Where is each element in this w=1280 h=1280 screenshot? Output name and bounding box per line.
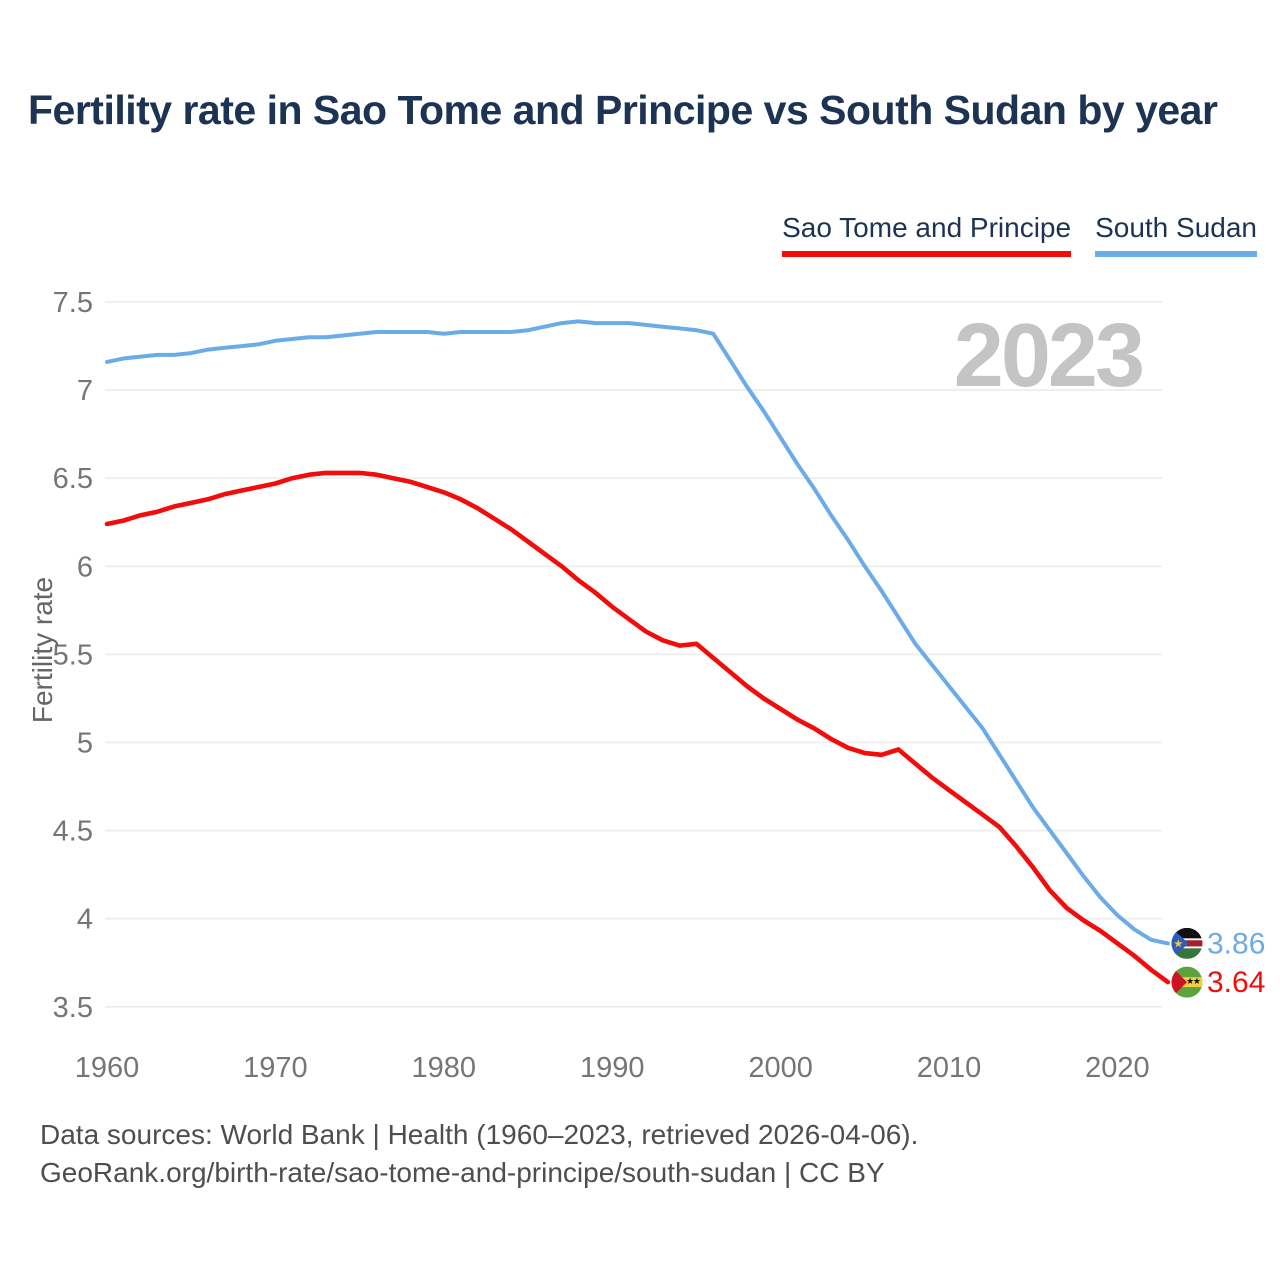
flag-star: ★	[1193, 977, 1201, 987]
flag-star: ★	[1186, 977, 1194, 987]
stripe-white	[1171, 938, 1203, 941]
legend-item-south-sudan[interactable]: South Sudan	[1095, 212, 1257, 257]
legend-item-sao-tome-and-principe[interactable]: Sao Tome and Principe	[782, 212, 1072, 257]
end-value-label-south-sudan: 3.86	[1207, 927, 1265, 960]
y-axis-tick-label: 5.5	[53, 639, 93, 671]
x-axis-tick-label: 2020	[1085, 1052, 1150, 1084]
watermark-year: 2023	[954, 306, 1142, 406]
x-axis-tick-label: 1960	[75, 1052, 140, 1084]
south-sudan-flag-icon: ★	[1171, 927, 1203, 959]
page-title: Fertility rate in Sao Tome and Principe …	[28, 87, 1218, 133]
stripe-white	[1171, 946, 1203, 949]
flag-triangle	[1171, 927, 1189, 959]
x-axis-tick-label: 1980	[412, 1052, 477, 1084]
footer-data-sources: Data sources: World Bank | Health (1960–…	[40, 1119, 919, 1150]
footer-attribution: GeoRank.org/birth-rate/sao-tome-and-prin…	[40, 1157, 885, 1188]
sao-tome-and-principe-flag-icon: ★★	[1171, 966, 1203, 998]
y-axis-tick-label: 6.5	[53, 463, 93, 495]
series-line-sao-tome-and-principe	[104, 470, 1171, 985]
flag-stripes: ★★	[1171, 966, 1203, 998]
x-axis-tick-label: 2000	[748, 1052, 813, 1084]
series-line-south-sudan	[105, 319, 1170, 946]
flag-star: ★	[1173, 936, 1183, 950]
y-axis-tick-label: 4	[77, 904, 93, 936]
end-value-label-sao-tome-and-principe: 3.64	[1207, 966, 1265, 999]
y-axis-tick-label: 6	[77, 551, 93, 583]
stripe-black	[1171, 927, 1203, 939]
x-axis-tick-label: 1990	[580, 1052, 645, 1084]
flag-triangle	[1171, 966, 1187, 998]
y-axis-tick-label: 7.5	[53, 287, 93, 319]
y-axis-tick-label: 7	[77, 375, 93, 407]
x-axis-tick-label: 2010	[917, 1052, 982, 1084]
flag-stripes: ★	[1171, 927, 1203, 959]
y-axis-tick-label: 5	[77, 728, 93, 760]
legend: Sao Tome and Principe South Sudan	[782, 212, 1257, 257]
y-axis-title: Fertility rate	[27, 577, 58, 723]
stripe-yellow	[1171, 977, 1203, 988]
y-axis-tick-label: 3.5	[53, 992, 93, 1024]
x-axis-tick-label: 1970	[243, 1052, 308, 1084]
stripe-green	[1171, 948, 1203, 959]
y-axis-tick-label: 4.5	[53, 816, 93, 848]
chart-footer: Data sources: World Bank | Health (1960–…	[40, 1116, 918, 1192]
